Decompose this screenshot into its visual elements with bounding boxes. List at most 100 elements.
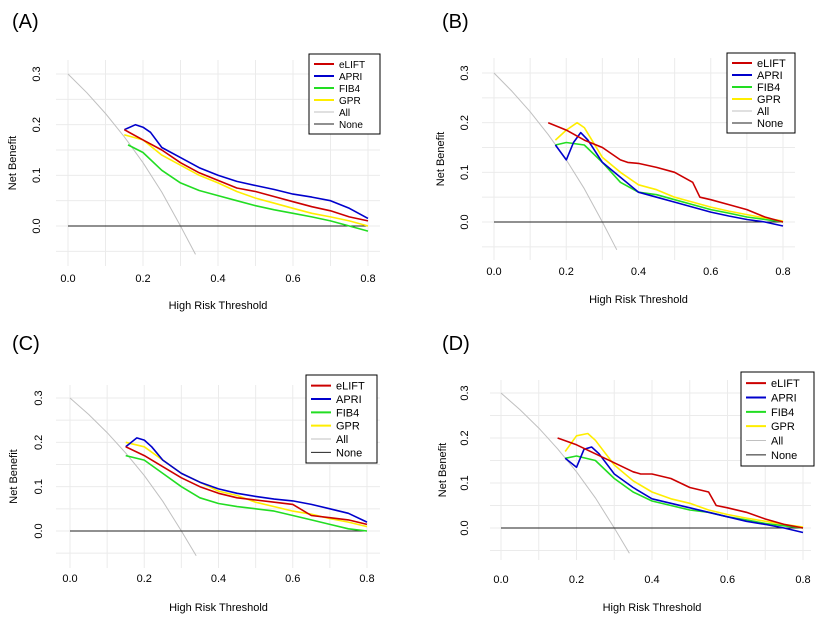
x-tick-label: 0.4	[644, 574, 659, 586]
x-tick-label: 0.4	[210, 273, 225, 285]
series-lines	[500, 392, 804, 554]
legend-label-fib4: FIB4	[771, 407, 794, 419]
legend-label-gpr: GPR	[336, 421, 360, 433]
y-tick-label: 0.1	[31, 168, 43, 183]
series-line-gpr	[564, 432, 804, 528]
series-line-all	[493, 72, 618, 251]
x-tick-label: 0.6	[285, 573, 300, 585]
chart-panel-2: (B) 0.0 0.2 0.4 0.6 0.8 0.0 0.1 0.2 0.3 High Risk …	[435, 11, 796, 306]
series-line-apri	[554, 131, 784, 227]
x-axis-label: High Risk Threshold	[603, 602, 702, 614]
legend-label-none: None	[757, 118, 783, 130]
x-tick-label: 0.4	[631, 266, 646, 278]
x-axis-label: High Risk Threshold	[169, 300, 268, 312]
x-tick-label: 0.0	[486, 266, 501, 278]
y-axis-label: Net Benefit	[435, 132, 447, 186]
legend-label-none: None	[336, 447, 362, 459]
legend-label-apri: APRI	[771, 393, 797, 405]
x-tick-label: 0.6	[285, 273, 300, 285]
series-line-fib4	[555, 141, 784, 223]
y-tick-label: 0.3	[33, 390, 45, 405]
series-line-elift	[125, 446, 368, 526]
legend-label-elift: eLIFT	[771, 378, 800, 390]
panel-label: (A)	[12, 11, 39, 33]
series-lines	[493, 72, 784, 251]
legend-label-gpr: GPR	[771, 421, 795, 433]
x-tick-label: 0.2	[569, 574, 584, 586]
panel-label: (D)	[442, 333, 470, 355]
legend-box	[726, 52, 796, 134]
series-lines	[67, 73, 369, 255]
y-tick-label: 0.3	[459, 385, 471, 400]
series-line-all	[67, 73, 196, 255]
chart-panel-4: (D) 0.0 0.2 0.4 0.6 0.8 0.0 0.1 0.2 0.3 High Risk …	[437, 333, 815, 614]
y-tick-label: 0.2	[31, 117, 43, 132]
y-tick-label: 0.1	[459, 165, 471, 180]
x-tick-label: 0.0	[493, 574, 508, 586]
series-line-elift	[547, 121, 784, 223]
chart-panel-1: (A) 0.0 0.2 0.4 0.6 0.8 0.0 0.1 0.2 0.3 High Risk …	[7, 11, 381, 312]
series-line-fib4	[125, 454, 368, 532]
x-tick-label: 0.4	[211, 573, 226, 585]
y-tick-label: 0.0	[33, 523, 45, 538]
legend-label-elift: eLIFT	[336, 381, 365, 393]
legend-label-gpr: GPR	[757, 94, 781, 106]
legend-label-elift: eLIFT	[757, 58, 786, 70]
x-axis-label: High Risk Threshold	[169, 602, 268, 614]
legend-label-elift: eLIFT	[339, 60, 365, 71]
legend-label-gpr: GPR	[339, 96, 361, 107]
gridlines	[482, 58, 795, 260]
x-tick-label: 0.2	[137, 573, 152, 585]
y-axis-label: Net Benefit	[437, 443, 449, 497]
x-tick-label: 0.8	[360, 273, 375, 285]
series-line-apri	[564, 446, 804, 534]
legend-label-fib4: FIB4	[757, 82, 780, 94]
legend-box	[308, 53, 381, 135]
legend-label-all: All	[339, 108, 350, 119]
series-line-all	[500, 392, 630, 554]
series-line-elift	[123, 128, 369, 222]
y-tick-label: 0.1	[459, 475, 471, 490]
series-line-gpr	[554, 121, 784, 222]
legend-box	[305, 374, 378, 464]
chart-panel-3: (C) 0.0 0.2 0.4 0.6 0.8 0.0 0.1 0.2 0.3 High Risk …	[8, 333, 380, 614]
y-axis-label: Net Benefit	[7, 136, 19, 190]
legend-label-apri: APRI	[336, 394, 362, 406]
x-tick-label: 0.8	[795, 574, 810, 586]
y-tick-label: 0.3	[31, 66, 43, 81]
x-tick-label: 0.6	[720, 574, 735, 586]
legend-label-all: All	[757, 106, 769, 118]
series-line-fib4	[565, 455, 804, 529]
x-tick-label: 0.0	[60, 273, 75, 285]
legend-label-all: All	[336, 434, 348, 446]
y-tick-label: 0.2	[459, 430, 471, 445]
legend-box	[740, 371, 815, 467]
legend-label-fib4: FIB4	[339, 84, 361, 95]
legend-label-apri: APRI	[757, 70, 783, 82]
panel-label: (C)	[12, 333, 40, 355]
x-axis-label: High Risk Threshold	[589, 294, 688, 306]
series-line-apri	[123, 123, 369, 220]
y-tick-label: 0.0	[459, 214, 471, 229]
x-tick-label: 0.8	[775, 266, 790, 278]
legend-label-apri: APRI	[339, 72, 362, 83]
legend-label-fib4: FIB4	[336, 407, 359, 419]
x-tick-label: 0.8	[359, 573, 374, 585]
x-tick-label: 0.2	[559, 266, 574, 278]
y-tick-label: 0.2	[459, 115, 471, 130]
series-line-all	[69, 397, 197, 557]
panel-label: (B)	[442, 11, 469, 33]
x-tick-label: 0.0	[62, 573, 77, 585]
y-tick-label: 0.0	[31, 218, 43, 233]
series-lines	[69, 397, 368, 557]
legend-label-none: None	[339, 120, 363, 131]
y-tick-label: 0.0	[459, 520, 471, 535]
series-line-gpr	[124, 134, 369, 227]
y-tick-label: 0.2	[33, 435, 45, 450]
legend-label-all: All	[771, 436, 783, 448]
